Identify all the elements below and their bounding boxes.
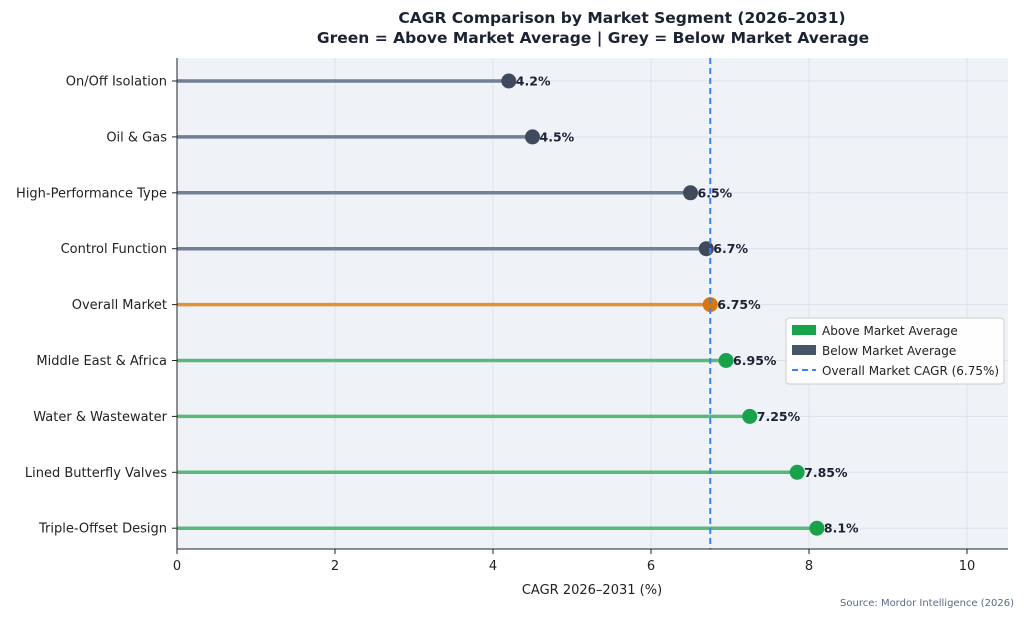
lollipop-dot: [742, 408, 758, 424]
lollipop-dot: [501, 73, 517, 89]
data-label: 6.95%: [733, 353, 777, 368]
source-note: Source: Mordor Intelligence (2026): [840, 598, 1014, 609]
data-label: 6.5%: [698, 185, 733, 200]
x-tick-label: 8: [805, 559, 813, 574]
data-label: 4.5%: [540, 129, 575, 144]
data-label: 8.1%: [824, 521, 859, 536]
legend-label-reference: Overall Market CAGR (6.75%): [822, 364, 999, 378]
chart-subtitle: Green = Above Market Average | Grey = Be…: [317, 29, 869, 48]
lollipop-dot: [809, 520, 825, 536]
legend-label-below: Below Market Average: [822, 344, 956, 358]
data-label: 6.75%: [717, 297, 761, 312]
lollipop-dot: [683, 185, 698, 201]
lollipop-dot: [718, 353, 734, 368]
lollipop-dot: [789, 464, 805, 480]
legend-label-above: Above Market Average: [822, 324, 958, 338]
lollipop-dot: [525, 129, 540, 145]
y-tick-label: Overall Market: [72, 298, 167, 313]
y-tick-label: Water & Wastewater: [33, 410, 167, 425]
chart-title: CAGR Comparison by Market Segment (2026–…: [398, 9, 845, 27]
y-tick-label: Triple-Offset Design: [38, 522, 167, 537]
y-tick-label: On/Off Isolation: [66, 75, 167, 90]
y-tick-label: High-Performance Type: [16, 186, 167, 201]
x-tick-label: 0: [173, 559, 181, 574]
legend: Above Market Average Below Market Averag…: [785, 317, 1005, 385]
x-tick-label: 2: [331, 559, 339, 574]
lollipop-dot: [702, 297, 718, 313]
data-label: 6.7%: [713, 241, 748, 256]
y-tick-label: Middle East & Africa: [36, 354, 167, 369]
x-axis-label: CAGR 2026–2031 (%): [522, 583, 662, 598]
x-tick-label: 6: [647, 559, 655, 574]
data-label: 7.25%: [757, 409, 801, 424]
x-tick-label: 10: [959, 559, 976, 574]
lollipop-dot: [698, 241, 714, 257]
legend-swatch-below: [792, 345, 816, 355]
y-tick-label: Lined Butterfly Valves: [25, 466, 167, 481]
data-label: 4.2%: [516, 74, 551, 89]
x-tick-label: 4: [489, 559, 497, 574]
legend-swatch-above: [792, 325, 816, 335]
y-tick-label: Control Function: [61, 242, 167, 257]
data-label: 7.85%: [804, 465, 848, 480]
y-tick-label: Oil & Gas: [106, 130, 167, 145]
